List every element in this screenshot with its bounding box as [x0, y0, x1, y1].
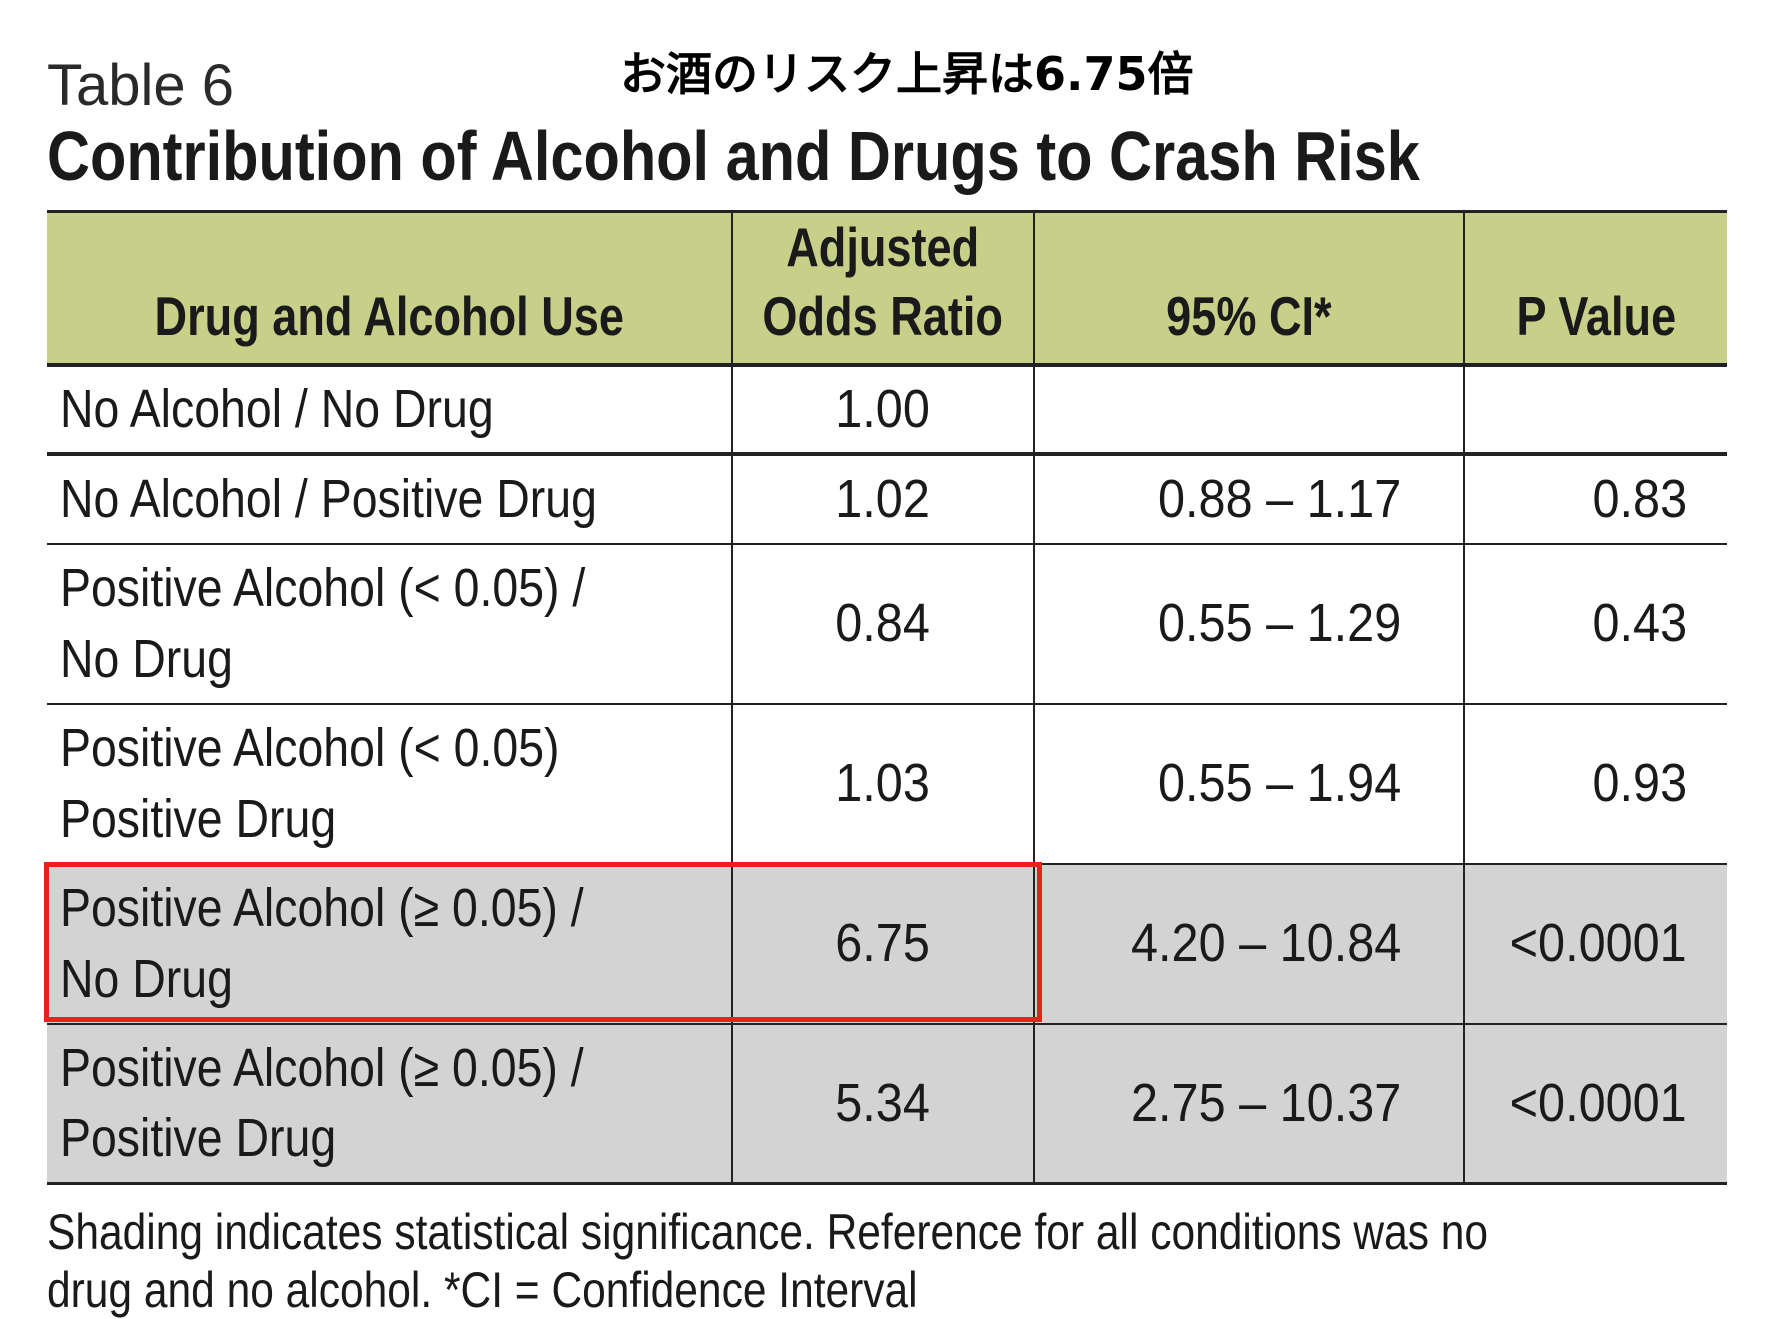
- table-row: No Alcohol / Positive Drug 1.02 0.88 – 1…: [47, 453, 1727, 545]
- annotation-caption: お酒のリスク上昇は6.75倍: [620, 47, 1194, 101]
- condition-text-line2: No Drug: [60, 948, 233, 1009]
- footnote: Shading indicates statistical significan…: [47, 1204, 1543, 1319]
- odds-ratio-value: 1.00: [835, 378, 931, 439]
- column-header-condition: Drug and Alcohol Use: [47, 210, 733, 367]
- p-value-cell: 0.93: [1463, 703, 1727, 865]
- odds-ratio-cell: 5.34: [731, 1023, 1035, 1185]
- p-value: <0.0001: [1509, 1073, 1687, 1134]
- ci-cell: 0.55 – 1.94: [1033, 703, 1465, 865]
- odds-ratio-value: 5.34: [835, 1073, 931, 1134]
- p-value-cell: 0.83: [1463, 453, 1727, 545]
- condition-text: Positive Alcohol (≥ 0.05) /: [60, 1038, 584, 1099]
- condition-cell: No Alcohol / Positive Drug: [47, 453, 733, 545]
- p-value-cell: [1463, 364, 1727, 456]
- condition-text: No Alcohol / No Drug: [60, 378, 494, 439]
- p-value: <0.0001: [1509, 913, 1687, 974]
- odds-ratio-cell: 1.03: [731, 703, 1035, 865]
- ci-value: 0.88 – 1.17: [1157, 468, 1401, 529]
- condition-cell: Positive Alcohol (< 0.05) / No Drug: [47, 543, 733, 705]
- p-value: 0.43: [1592, 593, 1687, 654]
- column-header-ci: 95% CI*: [1033, 210, 1465, 367]
- odds-ratio-value: 1.03: [835, 753, 931, 814]
- odds-ratio-cell: 1.00: [731, 364, 1035, 456]
- p-value-cell: <0.0001: [1463, 863, 1727, 1025]
- column-header-p-value: P Value: [1463, 210, 1727, 367]
- ci-cell: 0.88 – 1.17: [1033, 453, 1465, 545]
- table-header-row: Drug and Alcohol Use Adjusted Odds Ratio…: [47, 210, 1727, 367]
- table-row: Positive Alcohol (< 0.05) / No Drug 0.84…: [47, 543, 1727, 705]
- condition-cell: Positive Alcohol (< 0.05) Positive Drug: [47, 703, 733, 865]
- ci-cell: 2.75 – 10.37: [1033, 1023, 1465, 1185]
- odds-ratio-header-line1: Adjusted: [786, 216, 980, 278]
- table-row: Positive Alcohol (< 0.05) Positive Drug …: [47, 703, 1727, 865]
- ci-value: 0.55 – 1.94: [1157, 753, 1401, 814]
- column-header-p-value-label: P Value: [1516, 284, 1676, 347]
- condition-cell: Positive Alcohol (≥ 0.05) / No Drug: [47, 863, 733, 1025]
- table-row: No Alcohol / No Drug 1.00: [47, 364, 1727, 456]
- table-title: Contribution of Alcohol and Drugs to Cra…: [47, 117, 1420, 195]
- footnote-line2: drug and no alcohol. *CI = Confidence In…: [47, 1261, 918, 1318]
- p-value-cell: 0.43: [1463, 543, 1727, 705]
- condition-text-line2: Positive Drug: [60, 788, 337, 849]
- p-value: 0.93: [1592, 753, 1687, 814]
- ci-value: 2.75 – 10.37: [1130, 1073, 1401, 1134]
- condition-text: Positive Alcohol (< 0.05): [60, 718, 560, 779]
- column-header-odds-ratio: Adjusted Odds Ratio: [731, 210, 1035, 367]
- condition-cell: No Alcohol / No Drug: [47, 364, 733, 456]
- crash-risk-table: Drug and Alcohol Use Adjusted Odds Ratio…: [47, 210, 1727, 1185]
- condition-text: No Alcohol / Positive Drug: [60, 468, 597, 529]
- odds-ratio-cell: 1.02: [731, 453, 1035, 545]
- table-number: Table 6: [47, 53, 235, 118]
- odds-ratio-cell: 0.84: [731, 543, 1035, 705]
- column-header-odds-ratio-label: Adjusted Odds Ratio: [763, 213, 1004, 351]
- p-value: 0.83: [1592, 468, 1687, 529]
- ci-cell: 4.20 – 10.84: [1033, 863, 1465, 1025]
- ci-value: 4.20 – 10.84: [1130, 913, 1401, 974]
- ci-value: 0.55 – 1.29: [1157, 593, 1401, 654]
- column-header-ci-label: 95% CI*: [1166, 284, 1332, 347]
- condition-text: Positive Alcohol (≥ 0.05) /: [60, 878, 584, 939]
- footnote-line1: Shading indicates statistical significan…: [47, 1204, 1489, 1260]
- condition-text: Positive Alcohol (< 0.05) /: [60, 558, 586, 619]
- ci-cell: 0.55 – 1.29: [1033, 543, 1465, 705]
- p-value-cell: <0.0001: [1463, 1023, 1727, 1185]
- odds-ratio-value: 0.84: [835, 593, 931, 654]
- condition-cell: Positive Alcohol (≥ 0.05) / Positive Dru…: [47, 1023, 733, 1185]
- odds-ratio-cell: 6.75: [731, 863, 1035, 1025]
- ci-cell: [1033, 364, 1465, 456]
- condition-text-line2: Positive Drug: [60, 1108, 337, 1169]
- odds-ratio-value: 1.02: [835, 468, 931, 529]
- odds-ratio-header-line2: Odds Ratio: [762, 284, 1004, 347]
- condition-text-line2: No Drug: [60, 628, 233, 689]
- table-row-significant: Positive Alcohol (≥ 0.05) / Positive Dru…: [47, 1023, 1727, 1185]
- table-row-significant: Positive Alcohol (≥ 0.05) / No Drug 6.75…: [47, 863, 1727, 1025]
- odds-ratio-value: 6.75: [835, 913, 931, 974]
- column-header-condition-label: Drug and Alcohol Use: [154, 284, 624, 347]
